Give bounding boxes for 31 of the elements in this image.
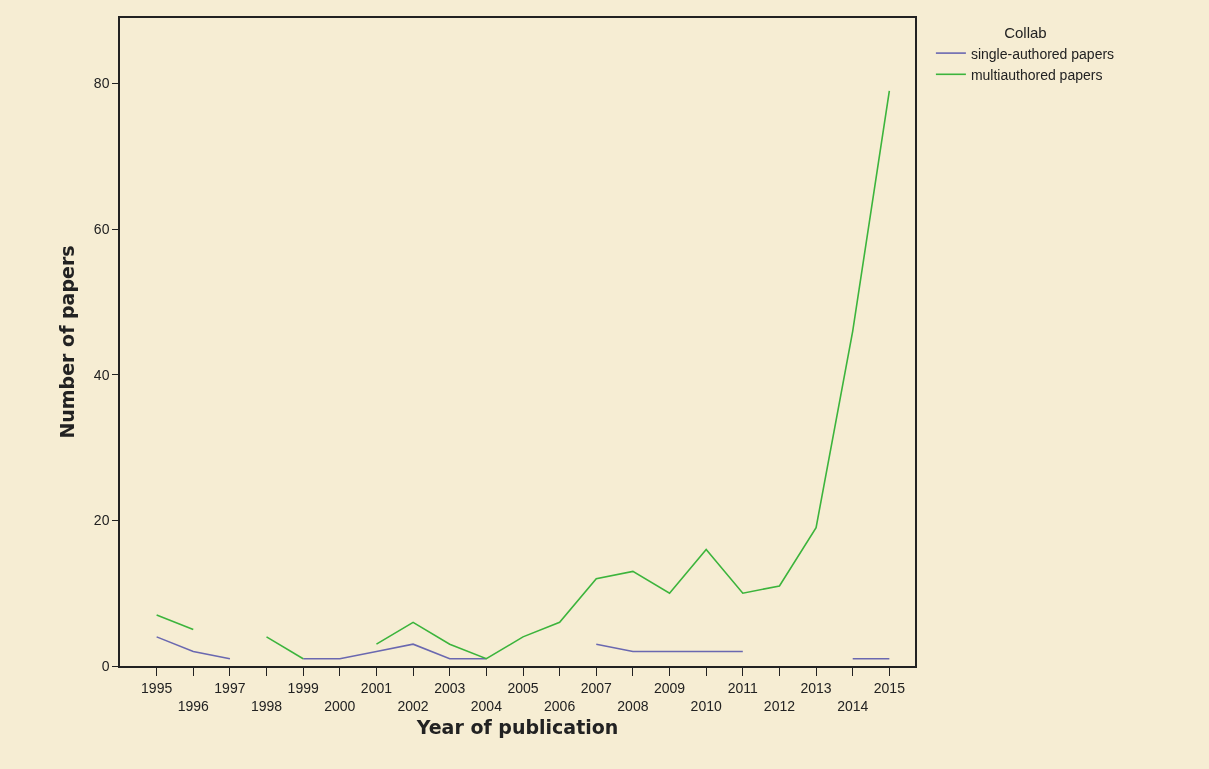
x-tick-label: 2000 xyxy=(324,697,356,714)
legend-label: multiauthored papers xyxy=(970,66,1103,83)
x-tick-label: 1999 xyxy=(287,679,319,696)
y-tick-label: 60 xyxy=(93,221,110,238)
x-tick-label: 2006 xyxy=(544,697,576,714)
x-tick-label: 2015 xyxy=(873,679,906,696)
x-tick-label: 2014 xyxy=(837,697,869,714)
x-tick-label: 2011 xyxy=(727,679,759,696)
x-tick-label: 2010 xyxy=(690,697,722,714)
x-tick-label: 2008 xyxy=(617,697,649,714)
x-tick-label: 2012 xyxy=(763,697,796,714)
x-tick-label: 2002 xyxy=(397,697,429,714)
y-axis-title: Number of papers xyxy=(56,245,79,439)
x-tick-label: 2007 xyxy=(580,679,613,696)
legend-label: single-authored papers xyxy=(970,45,1115,62)
x-tick-label: 2003 xyxy=(434,679,466,696)
y-tick-label: 20 xyxy=(93,512,110,529)
x-tick-label: 1995 xyxy=(141,679,173,696)
x-tick-label: 1996 xyxy=(177,697,210,714)
x-tick-label: 2013 xyxy=(800,679,832,696)
y-tick-label: 40 xyxy=(93,366,110,383)
x-tick-label: 1998 xyxy=(250,697,283,714)
x-tick-label: 2005 xyxy=(507,679,539,696)
x-tick-label: 2009 xyxy=(653,679,686,696)
x-tick-label: 2001 xyxy=(360,679,393,696)
x-tick-label: 2004 xyxy=(470,697,503,714)
x-axis-title: Year of publication xyxy=(415,716,619,739)
y-tick-label: 0 xyxy=(101,657,110,674)
legend-title: Collab xyxy=(1004,23,1047,41)
x-tick-label: 1997 xyxy=(214,679,246,696)
y-tick-label: 80 xyxy=(93,75,110,92)
